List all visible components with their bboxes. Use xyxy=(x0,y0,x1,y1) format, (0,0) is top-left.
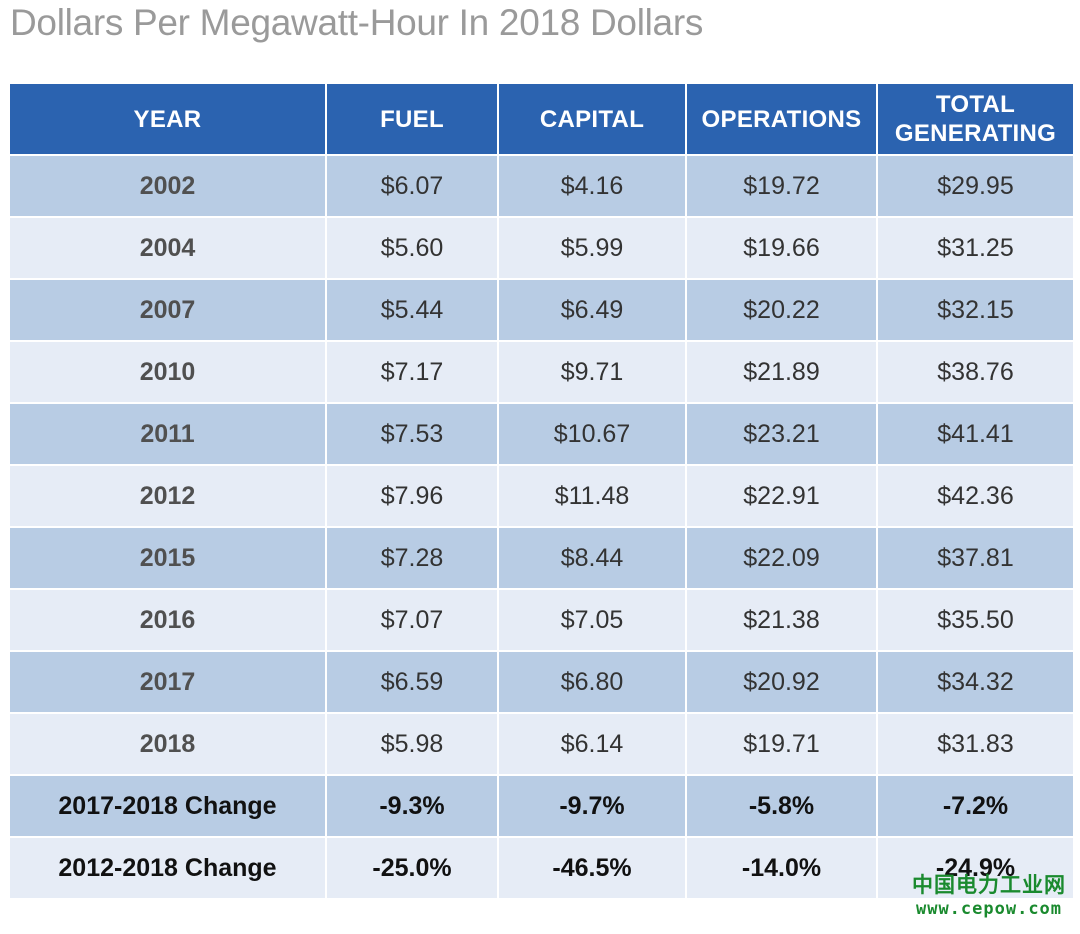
year-cell: 2018 xyxy=(8,712,327,776)
fuel-cell: $7.28 xyxy=(325,526,499,590)
page-title: Dollars Per Megawatt-Hour In 2018 Dollar… xyxy=(10,2,704,43)
column-header-fuel: FUEL xyxy=(325,82,499,156)
fuel-cell: $7.96 xyxy=(325,464,499,528)
year-cell: 2012-2018 Change xyxy=(8,836,327,900)
table-row: 2012 $7.96 $11.48 $22.91 $42.36 xyxy=(8,464,1075,528)
total-cell: $42.36 xyxy=(876,464,1075,528)
operations-cell: $22.09 xyxy=(685,526,878,590)
year-cell: 2012 xyxy=(8,464,327,528)
total-cell: $41.41 xyxy=(876,402,1075,466)
total-cell: -7.2% xyxy=(876,774,1075,838)
fuel-cell: $6.07 xyxy=(325,154,499,218)
capital-cell: -46.5% xyxy=(497,836,687,900)
fuel-cell: $6.59 xyxy=(325,650,499,714)
capital-cell: $11.48 xyxy=(497,464,687,528)
operations-cell: $22.91 xyxy=(685,464,878,528)
year-cell: 2017 xyxy=(8,650,327,714)
total-cell: $37.81 xyxy=(876,526,1075,590)
column-header-year: YEAR xyxy=(8,82,327,156)
column-header-operations: OPERATIONS xyxy=(685,82,878,156)
year-cell: 2004 xyxy=(8,216,327,280)
column-header-total-generating: TOTAL GENERATING xyxy=(876,82,1075,156)
change-row: 2017-2018 Change -9.3% -9.7% -5.8% -7.2% xyxy=(8,774,1075,838)
year-cell: 2007 xyxy=(8,278,327,342)
capital-cell: $9.71 xyxy=(497,340,687,404)
capital-cell: $6.14 xyxy=(497,712,687,776)
operations-cell: $23.21 xyxy=(685,402,878,466)
table-row: 2015 $7.28 $8.44 $22.09 $37.81 xyxy=(8,526,1075,590)
watermark-url: www.cepow.com xyxy=(915,899,1063,919)
total-cell: $38.76 xyxy=(876,340,1075,404)
fuel-cell: $5.44 xyxy=(325,278,499,342)
fuel-cell: $5.60 xyxy=(325,216,499,280)
year-cell: 2002 xyxy=(8,154,327,218)
total-cell: -24.9% xyxy=(876,836,1075,900)
fuel-cell: $7.07 xyxy=(325,588,499,652)
change-row: 2012-2018 Change -25.0% -46.5% -14.0% -24.9% xyxy=(8,836,1075,900)
year-cell: 2015 xyxy=(8,526,327,590)
operations-cell: $19.72 xyxy=(685,154,878,218)
year-cell: 2010 xyxy=(8,340,327,404)
capital-cell: $6.49 xyxy=(497,278,687,342)
operations-cell: $19.71 xyxy=(685,712,878,776)
total-cell: $29.95 xyxy=(876,154,1075,218)
capital-cell: $8.44 xyxy=(497,526,687,590)
table-body: 2002 $6.07 $4.16 $19.72 $29.95 2004 $5.60 $5.99… xyxy=(8,154,1075,900)
table-row: 2011 $7.53 $10.67 $23.21 $41.41 xyxy=(8,402,1075,466)
total-cell: $31.25 xyxy=(876,216,1075,280)
total-cell: $34.32 xyxy=(876,650,1075,714)
fuel-cell: -25.0% xyxy=(325,836,499,900)
cost-table: YEAR FUEL CAPITAL OPERATIONS TOTAL GENER… xyxy=(8,82,1075,900)
capital-cell: $7.05 xyxy=(497,588,687,652)
table-row: 2002 $6.07 $4.16 $19.72 $29.95 xyxy=(8,154,1075,218)
table-row: 2004 $5.60 $5.99 $19.66 $31.25 xyxy=(8,216,1075,280)
operations-cell: -5.8% xyxy=(685,774,878,838)
capital-cell: $6.80 xyxy=(497,650,687,714)
fuel-cell: $7.17 xyxy=(325,340,499,404)
year-cell: 2011 xyxy=(8,402,327,466)
header-row: YEAR FUEL CAPITAL OPERATIONS TOTAL GENER… xyxy=(8,82,1075,156)
capital-cell: $5.99 xyxy=(497,216,687,280)
fuel-cell: $7.53 xyxy=(325,402,499,466)
fuel-cell: $5.98 xyxy=(325,712,499,776)
total-cell: $35.50 xyxy=(876,588,1075,652)
operations-cell: $20.92 xyxy=(685,650,878,714)
capital-cell: $10.67 xyxy=(497,402,687,466)
capital-cell: $4.16 xyxy=(497,154,687,218)
column-header-capital: CAPITAL xyxy=(497,82,687,156)
year-cell: 2016 xyxy=(8,588,327,652)
capital-cell: -9.7% xyxy=(497,774,687,838)
table-row: 2018 $5.98 $6.14 $19.71 $31.83 xyxy=(8,712,1075,776)
total-cell: $31.83 xyxy=(876,712,1075,776)
operations-cell: $19.66 xyxy=(685,216,878,280)
operations-cell: $20.22 xyxy=(685,278,878,342)
table-row: 2010 $7.17 $9.71 $21.89 $38.76 xyxy=(8,340,1075,404)
table-row: 2007 $5.44 $6.49 $20.22 $32.15 xyxy=(8,278,1075,342)
fuel-cell: -9.3% xyxy=(325,774,499,838)
table-row: 2017 $6.59 $6.80 $20.92 $34.32 xyxy=(8,650,1075,714)
operations-cell: $21.38 xyxy=(685,588,878,652)
operations-cell: -14.0% xyxy=(685,836,878,900)
total-cell: $32.15 xyxy=(876,278,1075,342)
table-row: 2016 $7.07 $7.05 $21.38 $35.50 xyxy=(8,588,1075,652)
table-header: YEAR FUEL CAPITAL OPERATIONS TOTAL GENER… xyxy=(8,82,1075,156)
operations-cell: $21.89 xyxy=(685,340,878,404)
year-cell: 2017-2018 Change xyxy=(8,774,327,838)
